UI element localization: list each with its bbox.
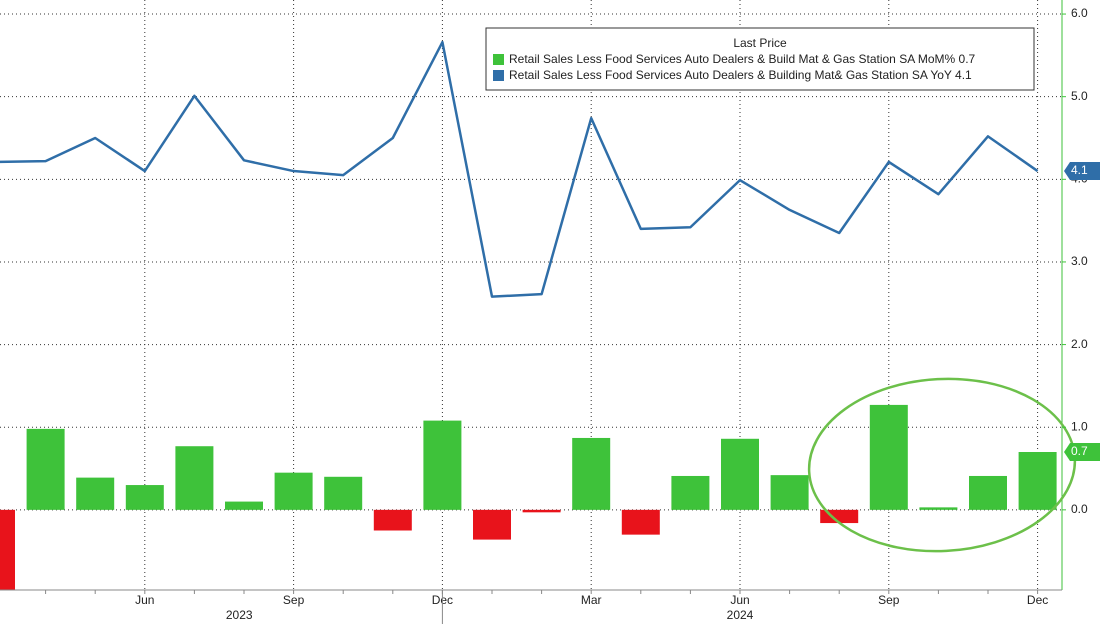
legend-box [485, 27, 1035, 91]
bar [671, 475, 710, 510]
y-tick-label: 3.0 [1071, 254, 1088, 268]
bar [572, 437, 611, 510]
bar [26, 428, 65, 510]
x-tick-label: Sep [283, 593, 305, 607]
x-tick-label: Mar [581, 593, 602, 607]
bar [324, 476, 363, 510]
y-tick-label: 2.0 [1071, 337, 1088, 351]
legend-entry: Retail Sales Less Food Services Auto Dea… [509, 52, 976, 66]
y-tick-label: 6.0 [1071, 6, 1088, 20]
bar [274, 472, 313, 510]
x-tick-label: Sep [878, 593, 900, 607]
bar [76, 477, 115, 510]
y-tick-label: 1.0 [1071, 419, 1088, 433]
bar [0, 509, 15, 590]
x-tick-label: Jun [135, 593, 154, 607]
legend-swatch [493, 70, 504, 81]
bar [721, 438, 759, 510]
bar [770, 475, 809, 510]
legend-label: Retail Sales Less Food Services Auto Dea… [509, 68, 952, 82]
last-value-tag [1064, 443, 1100, 462]
bar [869, 404, 908, 510]
bar [473, 509, 511, 540]
last-value-label: 4.1 [1071, 163, 1088, 177]
bar [969, 475, 1007, 510]
legend: Last Price Retail Sales Less Food Servic… [485, 27, 1035, 91]
line [0, 40, 1039, 298]
bar [522, 509, 561, 513]
legend-last-value: 4.1 [955, 68, 972, 82]
y-tick-label: 0.0 [1071, 502, 1088, 516]
x-tick-label: Jun [730, 593, 749, 607]
legend-entry: Retail Sales Less Food Services Auto Dea… [509, 68, 972, 82]
legend-title: Last Price [733, 36, 787, 50]
last-value-tag [1064, 162, 1100, 181]
bar [423, 420, 462, 510]
last-value-label: 0.7 [1071, 444, 1088, 458]
legend-last-value: 0.7 [959, 52, 976, 66]
legend-swatch [493, 54, 504, 65]
bar [373, 509, 412, 531]
bar [125, 485, 164, 510]
legend-label: Retail Sales Less Food Services Auto Dea… [509, 52, 956, 66]
x-year-label: 2023 [226, 608, 253, 622]
y-tick-label: 5.0 [1071, 89, 1088, 103]
bar [175, 446, 214, 510]
x-tick-label: Dec [1027, 593, 1048, 607]
bar [225, 501, 263, 510]
bar [919, 507, 958, 510]
bar [1018, 452, 1057, 510]
bar [621, 509, 660, 535]
x-year-label: 2024 [727, 608, 754, 622]
